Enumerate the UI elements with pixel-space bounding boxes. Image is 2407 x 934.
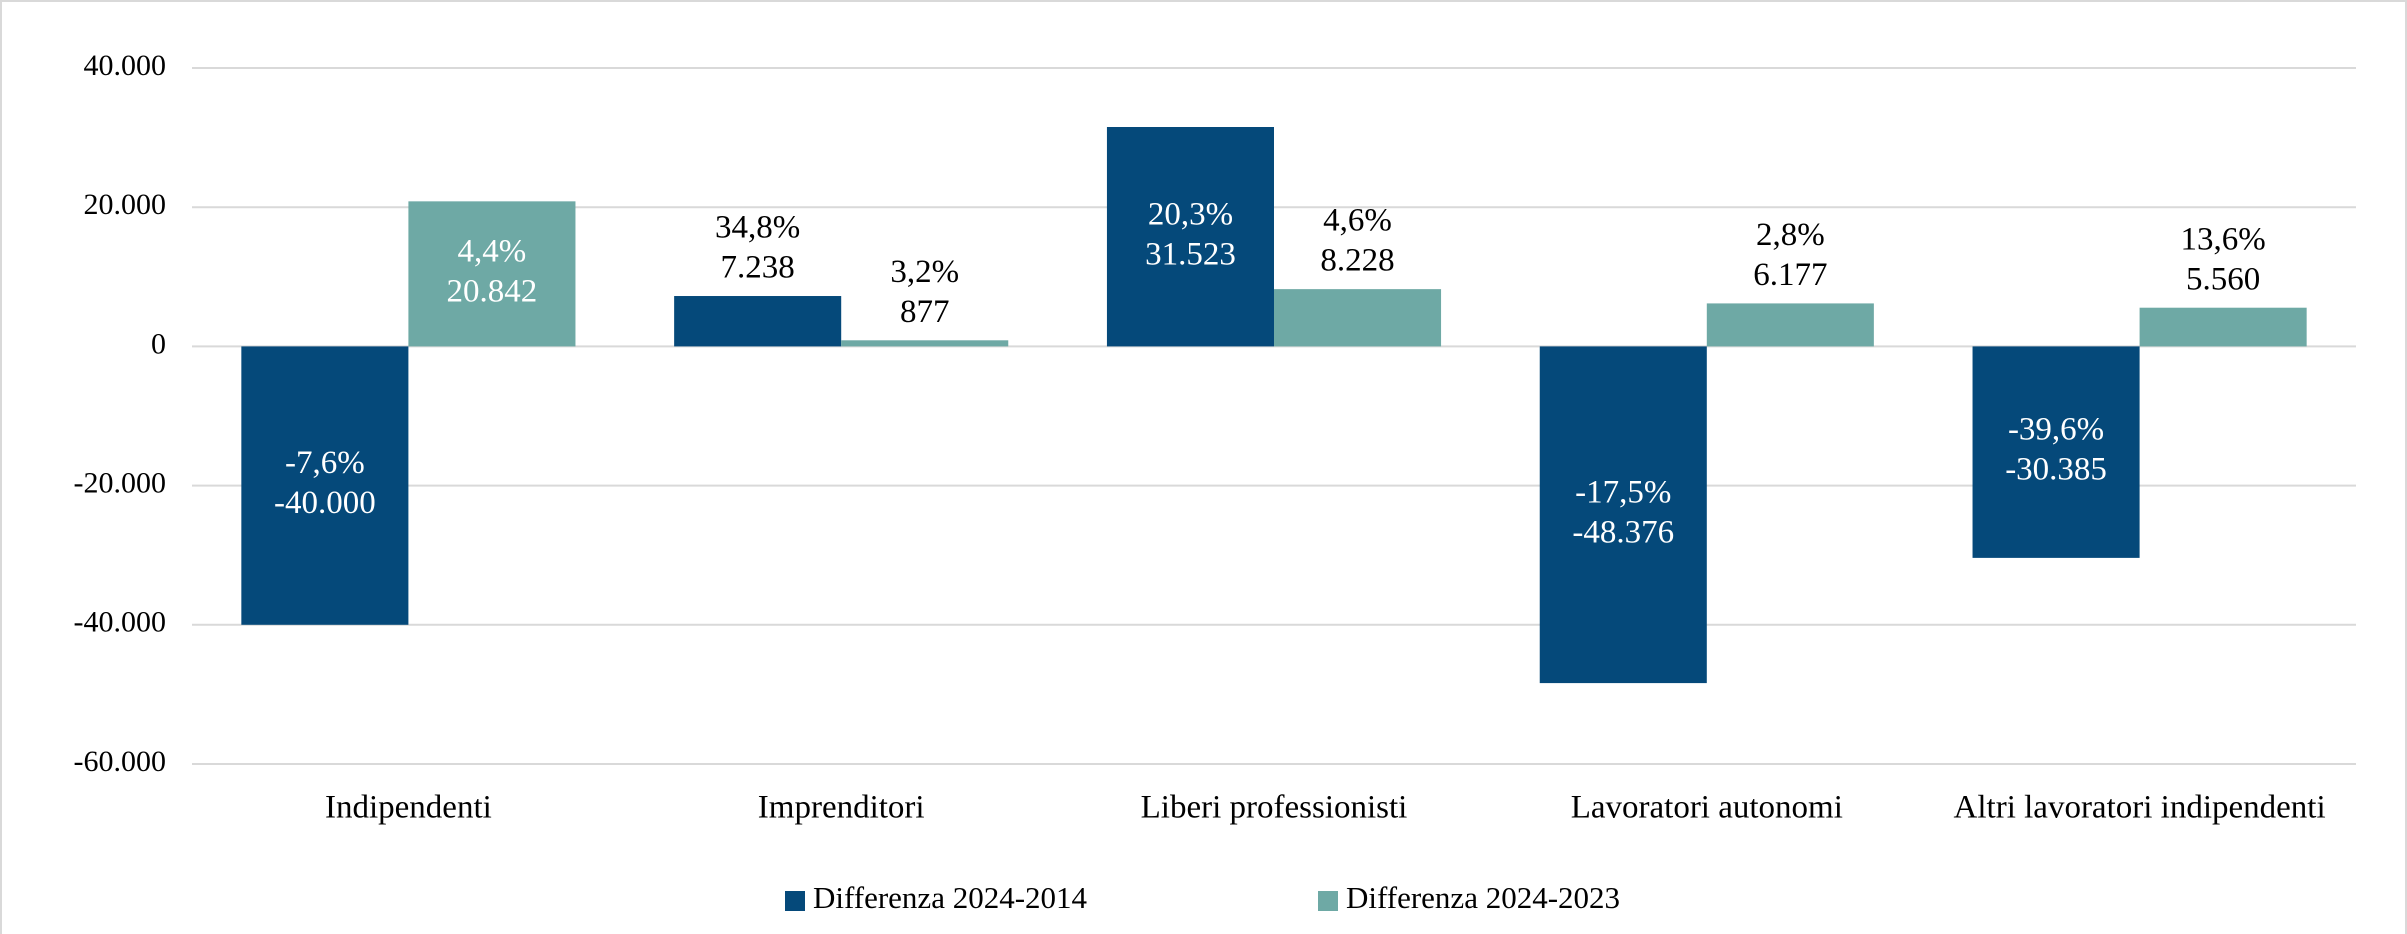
bar	[1539, 346, 1707, 684]
data-label: 7.238	[721, 250, 795, 286]
data-label-percent: 2,8%	[1756, 217, 1825, 253]
bar	[2139, 307, 2307, 347]
data-label: -48.376	[1572, 514, 1674, 550]
y-tick-label: -60.000	[74, 745, 167, 778]
data-label: -40.000	[274, 485, 376, 521]
legend-swatch	[1318, 891, 1338, 911]
bar	[841, 340, 1009, 347]
x-tick-label: Indipendenti	[325, 790, 492, 826]
y-tick-label: 40.000	[84, 49, 167, 82]
data-label-percent: -17,5%	[1575, 474, 1671, 510]
x-tick-label: Altri lavoratori indipendenti	[1954, 790, 2326, 826]
legend-swatch	[785, 891, 805, 911]
data-label-percent: 34,8%	[715, 210, 800, 246]
x-tick-label: Lavoratori autonomi	[1571, 790, 1843, 826]
data-label: 31.523	[1145, 236, 1236, 272]
data-label: -30.385	[2005, 452, 2107, 488]
y-tick-label: -40.000	[74, 606, 167, 639]
data-label: 6.177	[1753, 257, 1827, 293]
data-label-percent: -39,6%	[2008, 412, 2104, 448]
bar	[408, 201, 576, 347]
x-tick-label: Imprenditori	[758, 790, 925, 826]
data-label: 5.560	[2186, 261, 2260, 297]
data-label: 20.842	[447, 273, 538, 309]
x-tick-label: Liberi professionisti	[1141, 790, 1408, 826]
data-label-percent: 20,3%	[1148, 196, 1233, 232]
bar	[674, 296, 842, 347]
legend-label: Differenza 2024-2023	[1346, 880, 1620, 915]
y-tick-label: -20.000	[74, 466, 167, 499]
data-label-percent: 3,2%	[890, 254, 959, 290]
data-label-percent: 13,6%	[2181, 221, 2266, 257]
bar	[1274, 289, 1442, 347]
data-label-percent: 4,4%	[458, 233, 527, 269]
bar	[1706, 303, 1874, 347]
bar	[1106, 126, 1274, 347]
data-label-percent: -7,6%	[285, 445, 365, 481]
data-label: 877	[900, 294, 950, 330]
data-label-percent: 4,6%	[1323, 203, 1392, 239]
bar	[1972, 346, 2140, 558]
legend-label: Differenza 2024-2014	[813, 880, 1088, 915]
y-tick-label: 0	[151, 327, 166, 360]
data-label: 8.228	[1320, 243, 1394, 279]
y-tick-label: 20.000	[84, 188, 167, 221]
bar	[241, 346, 409, 625]
